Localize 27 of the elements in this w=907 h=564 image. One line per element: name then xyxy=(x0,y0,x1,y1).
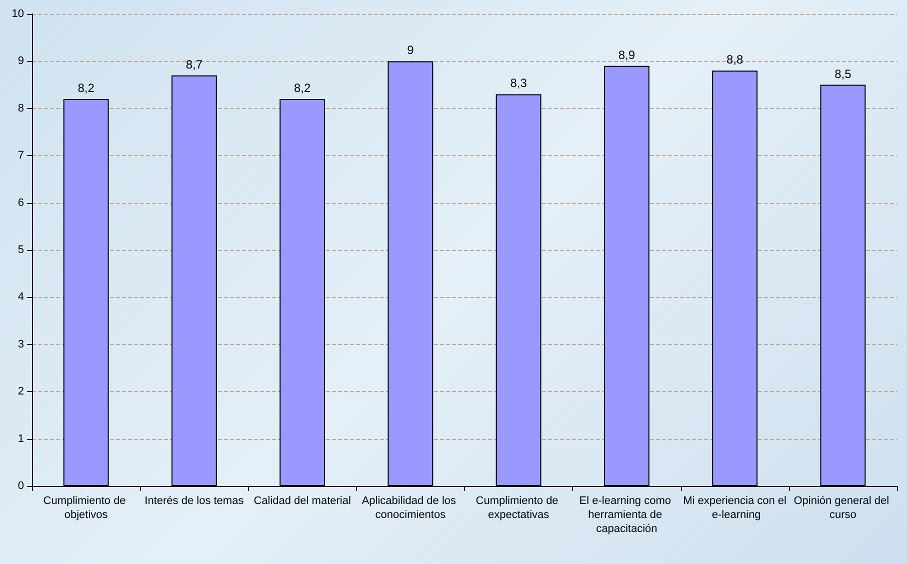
x-tick-label: Cumplimiento de objetivos xyxy=(43,495,129,521)
y-tick-label: 6 xyxy=(18,196,24,209)
y-tick-label: 0 xyxy=(18,480,24,492)
y-tick-label: 2 xyxy=(18,386,24,398)
data-label: 8,8 xyxy=(726,52,744,67)
x-tick-label: Mi experiencia con el e-learning xyxy=(683,495,786,521)
data-label: 9 xyxy=(407,43,414,58)
x-tick-label: Aplicabilidad de los conocimientos xyxy=(362,495,460,521)
y-tick-label: 10 xyxy=(12,8,24,20)
x-tick-label: Cumplimiento de expectativas xyxy=(476,495,562,521)
x-tick-label: Interés de los temas xyxy=(144,495,244,507)
x-tick-label: Opinión general del curso xyxy=(794,495,892,521)
x-tick-label: El e-learning como herramienta de capacitación xyxy=(579,495,674,535)
y-tick-label: 3 xyxy=(18,338,24,350)
y-tick-label: 5 xyxy=(18,244,24,256)
data-label: 8,7 xyxy=(186,57,203,72)
data-label: 8,2 xyxy=(78,80,95,95)
y-tick-label: 9 xyxy=(18,55,24,68)
y-tick-label: 7 xyxy=(18,150,24,162)
data-label: 8,3 xyxy=(510,76,528,90)
y-tick-label: 8 xyxy=(18,102,24,114)
data-label: 8,9 xyxy=(618,48,636,62)
data-label: 8,5 xyxy=(834,66,852,81)
x-tick-label: Calidad del material xyxy=(254,495,351,507)
y-tick-label: 1 xyxy=(18,432,24,445)
data-label: 8,2 xyxy=(294,80,311,95)
y-tick-label: 4 xyxy=(18,291,24,304)
